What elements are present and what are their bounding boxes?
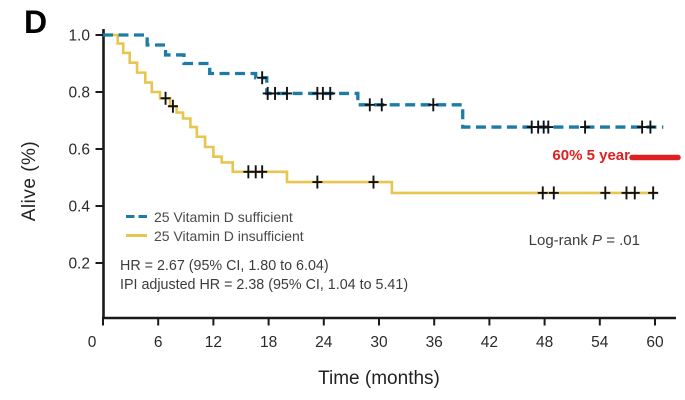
legend-item-insufficient: 25 Vitamin D insufficient	[126, 226, 304, 245]
y-tick-label: 0.6	[68, 142, 90, 159]
x-axis-title: Time (months)	[318, 368, 440, 389]
x-tick-label: 48	[536, 334, 553, 351]
survival-curve-insufficient	[103, 33, 658, 195]
panel-label: D	[24, 4, 48, 40]
legend-swatch-dashed-icon	[126, 214, 147, 219]
log-rank-annotation: Log-rank P = .01	[529, 232, 640, 249]
legend-label-sufficient: 25 Vitamin D sufficient	[154, 208, 293, 225]
y-axis-title: Alive (%)	[19, 140, 40, 222]
legend: 25 Vitamin D sufficient 25 Vitamin D ins…	[126, 207, 304, 245]
y-tick-label: 0.4	[68, 199, 90, 216]
legend-item-sufficient: 25 Vitamin D sufficient	[126, 207, 304, 226]
x-tick-label: 12	[205, 334, 222, 351]
y-tick-label: 0.2	[68, 256, 90, 273]
x-tick-label: 0	[88, 334, 97, 351]
log-rank-prefix: Log-rank	[528, 232, 593, 249]
legend-label-insufficient: 25 Vitamin D insufficient	[154, 227, 304, 244]
x-tick-label: 42	[481, 334, 498, 351]
x-tick-label: 18	[260, 334, 277, 351]
survival-curve-sufficient	[103, 33, 664, 129]
x-tick-label: 36	[426, 334, 443, 351]
log-rank-p-symbol: P	[592, 232, 603, 249]
x-tick-label: 30	[370, 334, 388, 351]
x-tick-label: 60	[646, 334, 664, 351]
five-year-survival-annotation: 60% 5 year	[552, 147, 630, 164]
x-tick-label: 54	[591, 334, 609, 351]
log-rank-value: = .01	[602, 232, 640, 249]
legend-swatch-solid-icon	[126, 233, 147, 238]
y-tick-label: 0.8	[68, 85, 90, 102]
ipi-adjusted-hr-line: IPI adjusted HR = 2.38 (95% CI, 1.04 to …	[120, 276, 409, 293]
hazard-ratio-annotation: HR = 2.67 (95% CI, 1.80 to 6.04) IPI adj…	[120, 257, 408, 294]
x-tick-label: 24	[315, 334, 333, 351]
y-tick-label: 1.0	[68, 28, 90, 45]
x-tick-label: 6	[154, 334, 163, 351]
hr-line: HR = 2.67 (95% CI, 1.80 to 6.04)	[120, 258, 329, 274]
